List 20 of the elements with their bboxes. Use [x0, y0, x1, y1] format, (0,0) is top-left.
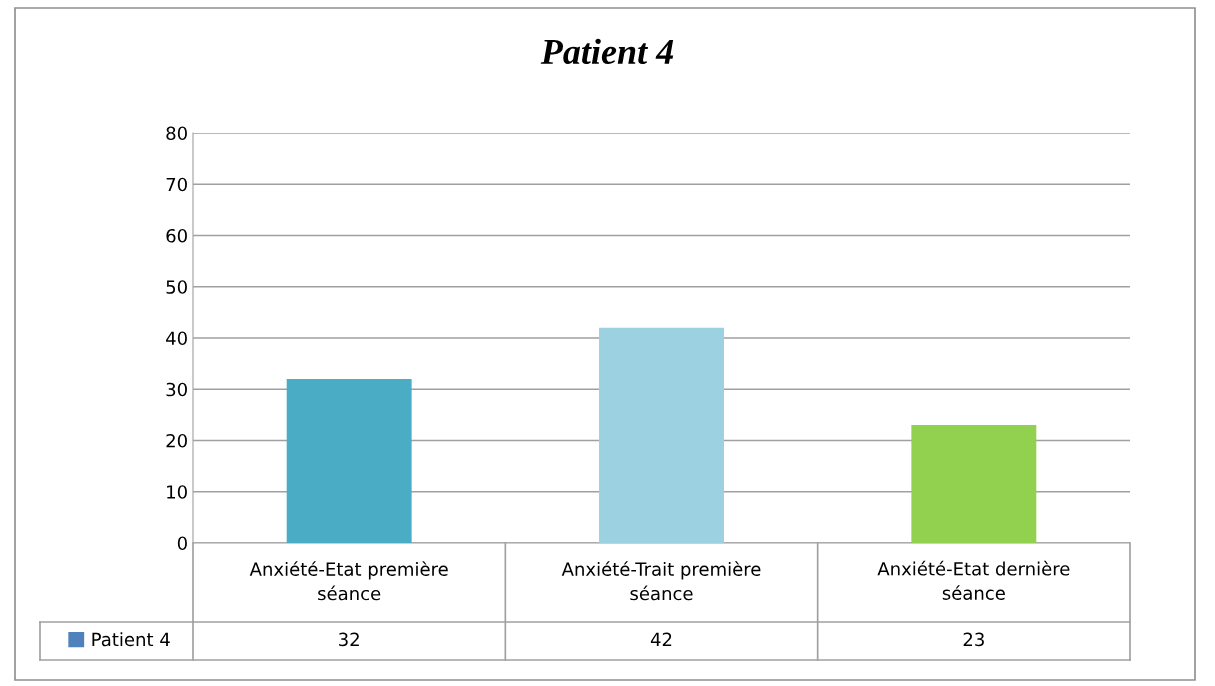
- y-tick-label: 80: [166, 126, 187, 141]
- y-tick-label: 70: [166, 177, 187, 192]
- y-tick-label: 0: [177, 536, 187, 551]
- x-tick-label: Anxiété-Etat première séance: [249, 561, 448, 601]
- y-tick-label: 20: [166, 433, 187, 448]
- text: Patient 4: [92, 632, 170, 647]
- chart-title: Patient 4: [540, 38, 674, 65]
- bar: [911, 425, 1037, 543]
- bar: [599, 327, 724, 543]
- data-label: 23: [963, 632, 984, 647]
- y-tick-label: 30: [166, 382, 187, 397]
- y-tick-label: 60: [166, 228, 187, 243]
- data-label: 42: [650, 632, 672, 646]
- bar: [286, 379, 412, 543]
- x-tick-label: Anxiété-Trait première séance: [561, 561, 761, 601]
- y-tick-label: 10: [167, 485, 187, 499]
- data-label: 32: [339, 632, 359, 647]
- y-tick-label: 50: [166, 280, 187, 294]
- y-tick-label: 40: [166, 331, 187, 346]
- x-tick-label: Anxiété-Etat dernière séance: [877, 560, 1070, 600]
